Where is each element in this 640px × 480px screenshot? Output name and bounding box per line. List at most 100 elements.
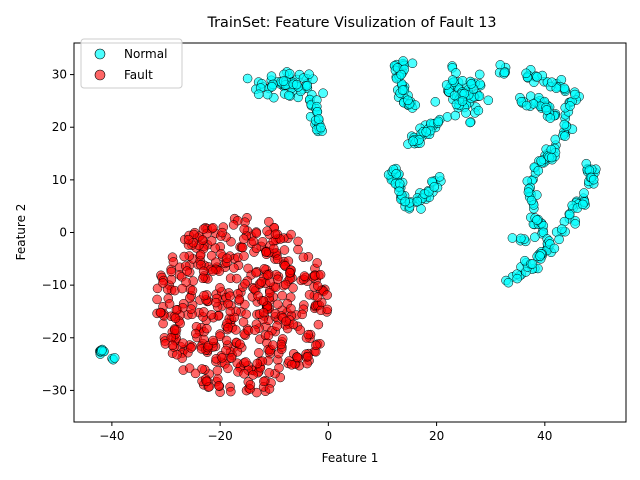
data-point-normal bbox=[450, 110, 461, 121]
data-point-fault bbox=[197, 364, 207, 374]
data-point-normal bbox=[412, 196, 423, 207]
data-point-fault bbox=[223, 363, 233, 374]
data-point-fault bbox=[190, 328, 201, 339]
data-point-normal bbox=[474, 69, 485, 80]
data-point-fault bbox=[274, 363, 284, 373]
data-point-normal bbox=[433, 116, 444, 127]
data-point-fault bbox=[179, 251, 189, 262]
data-point-fault bbox=[207, 266, 218, 276]
data-point-normal bbox=[521, 68, 531, 79]
x-tick-label: −20 bbox=[207, 429, 232, 443]
data-point-fault bbox=[268, 340, 278, 350]
data-point-fault bbox=[170, 313, 181, 323]
data-point-fault bbox=[222, 253, 232, 264]
data-point-normal bbox=[267, 82, 277, 92]
data-point-fault bbox=[262, 226, 272, 236]
data-point-fault bbox=[315, 269, 326, 280]
data-point-normal bbox=[400, 196, 410, 207]
data-point-fault bbox=[172, 349, 182, 360]
legend: Normal Fault bbox=[80, 38, 183, 89]
data-point-normal bbox=[559, 119, 570, 130]
y-tick-label: 30 bbox=[52, 68, 67, 82]
data-point-normal bbox=[278, 76, 289, 86]
data-point-fault bbox=[199, 290, 209, 301]
data-point-fault bbox=[184, 363, 195, 373]
y-tick-label: −20 bbox=[42, 331, 67, 345]
data-point-normal bbox=[533, 165, 544, 176]
data-point-fault bbox=[221, 335, 232, 346]
data-point-normal bbox=[564, 209, 575, 220]
data-point-fault bbox=[251, 228, 262, 238]
data-point-normal bbox=[560, 131, 570, 141]
data-point-fault bbox=[206, 250, 217, 261]
data-point-fault bbox=[171, 305, 182, 315]
y-tick-label: −10 bbox=[42, 278, 67, 292]
data-point-fault bbox=[295, 325, 306, 335]
data-point-fault bbox=[234, 294, 245, 305]
points-layer bbox=[95, 56, 601, 398]
data-point-fault bbox=[212, 365, 223, 376]
data-point-fault bbox=[166, 266, 177, 277]
data-point-fault bbox=[263, 330, 274, 341]
x-axis-label: Feature 1 bbox=[322, 451, 379, 465]
data-point-fault bbox=[168, 257, 179, 267]
data-point-normal bbox=[579, 188, 589, 198]
data-point-fault bbox=[254, 348, 264, 358]
data-point-fault bbox=[251, 267, 261, 278]
data-point-normal bbox=[434, 172, 445, 182]
data-point-fault bbox=[231, 273, 242, 284]
data-point-fault bbox=[214, 381, 224, 391]
data-point-fault bbox=[264, 384, 275, 394]
data-point-normal bbox=[549, 243, 560, 254]
data-point-normal bbox=[97, 345, 107, 356]
y-tick-label: 10 bbox=[52, 173, 67, 187]
data-point-normal bbox=[535, 251, 545, 261]
data-point-fault bbox=[312, 292, 323, 302]
data-point-fault bbox=[322, 304, 333, 315]
data-point-normal bbox=[512, 273, 522, 284]
data-point-normal bbox=[242, 73, 253, 84]
data-point-fault bbox=[272, 321, 282, 331]
y-axis: −30 −20 −10 0 10 20 30 bbox=[42, 68, 74, 397]
data-point-normal bbox=[578, 199, 588, 210]
data-point-normal bbox=[516, 233, 526, 244]
data-point-fault bbox=[182, 266, 192, 276]
data-point-fault bbox=[169, 325, 180, 335]
data-point-fault bbox=[206, 310, 217, 320]
data-point-fault bbox=[304, 290, 315, 300]
data-point-normal bbox=[570, 219, 580, 229]
data-point-fault bbox=[197, 235, 208, 245]
data-point-fault bbox=[322, 290, 332, 300]
data-point-fault bbox=[245, 380, 256, 390]
data-point-normal bbox=[557, 224, 567, 234]
data-point-fault bbox=[252, 358, 263, 369]
data-point-normal bbox=[429, 182, 440, 192]
data-point-fault bbox=[248, 370, 258, 380]
data-point-normal bbox=[407, 58, 418, 69]
data-point-fault bbox=[263, 270, 273, 280]
data-point-normal bbox=[550, 134, 561, 145]
data-point-normal bbox=[461, 108, 471, 118]
data-point-fault bbox=[272, 274, 283, 285]
data-point-normal bbox=[532, 215, 542, 225]
data-point-fault bbox=[228, 220, 239, 230]
data-point-fault bbox=[284, 268, 295, 278]
x-tick-label: 20 bbox=[429, 429, 444, 443]
data-point-normal bbox=[408, 136, 418, 146]
data-point-normal bbox=[507, 233, 518, 243]
data-point-fault bbox=[202, 323, 212, 334]
data-point-fault bbox=[299, 271, 310, 281]
data-point-fault bbox=[178, 338, 188, 348]
data-point-fault bbox=[257, 237, 268, 247]
data-point-fault bbox=[239, 251, 249, 261]
data-point-normal bbox=[396, 69, 406, 80]
data-point-fault bbox=[208, 335, 218, 346]
data-point-fault bbox=[187, 285, 198, 296]
data-point-fault bbox=[223, 323, 233, 333]
data-point-normal bbox=[530, 232, 540, 242]
data-point-fault bbox=[286, 303, 296, 314]
legend-box bbox=[80, 38, 183, 89]
data-point-fault bbox=[198, 273, 208, 284]
data-point-normal bbox=[262, 89, 273, 100]
